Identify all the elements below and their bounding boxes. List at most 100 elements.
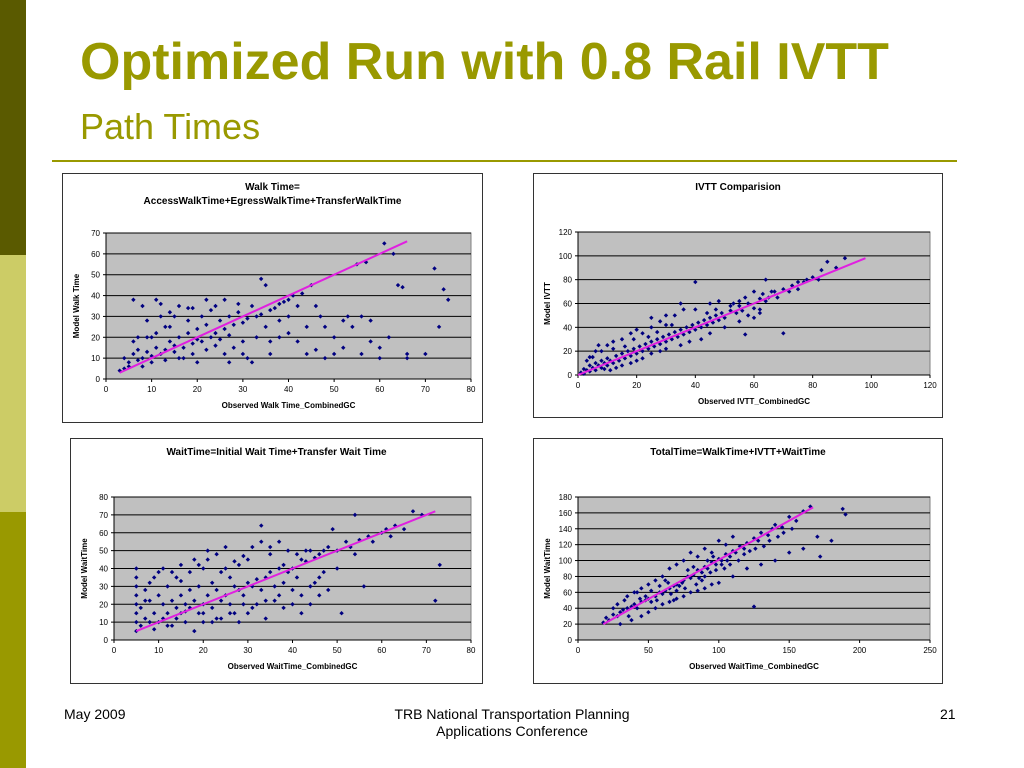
data-point bbox=[674, 588, 679, 593]
data-point bbox=[599, 348, 604, 354]
data-point bbox=[299, 593, 304, 598]
y-tick-label: 20 bbox=[99, 600, 108, 609]
data-point bbox=[151, 575, 157, 580]
data-point bbox=[126, 364, 132, 369]
data-point bbox=[140, 303, 145, 309]
data-point bbox=[829, 538, 834, 543]
data-point bbox=[707, 315, 713, 320]
data-point bbox=[634, 606, 640, 611]
y-tick-label: 50 bbox=[99, 547, 108, 556]
data-point bbox=[313, 347, 319, 352]
data-point bbox=[199, 339, 205, 344]
data-point bbox=[666, 332, 672, 337]
data-point bbox=[713, 313, 719, 318]
data-point bbox=[131, 297, 136, 302]
footer-conference-line2: Applications Conference bbox=[436, 723, 588, 739]
x-tick-label: 10 bbox=[154, 646, 163, 655]
data-point bbox=[192, 557, 197, 562]
data-point bbox=[299, 291, 305, 296]
x-tick-label: 120 bbox=[923, 381, 937, 390]
data-point bbox=[622, 344, 628, 349]
data-point bbox=[299, 557, 304, 562]
data-point bbox=[204, 347, 209, 352]
data-point bbox=[667, 566, 672, 571]
x-tick-label: 40 bbox=[288, 646, 297, 655]
y-tick-label: 120 bbox=[559, 228, 573, 237]
y-tick-label: 60 bbox=[563, 588, 572, 597]
y-tick-label: 60 bbox=[563, 300, 572, 309]
data-point bbox=[167, 339, 173, 344]
data-point bbox=[730, 534, 736, 539]
data-point bbox=[382, 241, 387, 246]
data-point bbox=[751, 315, 757, 320]
data-point bbox=[391, 251, 396, 257]
slide-title: Optimized Run with 0.8 Rail IVTT bbox=[80, 33, 889, 91]
data-point bbox=[599, 358, 604, 363]
data-point bbox=[377, 345, 382, 350]
data-point bbox=[843, 512, 848, 517]
x-tick-label: 150 bbox=[783, 646, 797, 655]
data-point bbox=[386, 335, 392, 340]
data-point bbox=[134, 575, 139, 580]
x-tick-label: 80 bbox=[467, 385, 476, 394]
data-point bbox=[640, 356, 645, 361]
data-point bbox=[126, 360, 132, 365]
data-point bbox=[631, 337, 636, 342]
data-point bbox=[156, 593, 161, 598]
data-point bbox=[308, 584, 313, 589]
data-point bbox=[272, 584, 277, 589]
data-point bbox=[192, 628, 197, 634]
data-point bbox=[160, 566, 166, 571]
x-tick-label: 200 bbox=[853, 646, 867, 655]
data-point bbox=[196, 584, 201, 589]
data-point bbox=[596, 343, 601, 348]
chart-walk-time: Walk Time= AccessWalkTime+EgressWalkTime+… bbox=[62, 173, 483, 423]
data-point bbox=[185, 305, 191, 311]
data-point bbox=[131, 339, 136, 344]
data-point bbox=[608, 368, 613, 373]
data-point bbox=[361, 584, 367, 589]
data-point bbox=[345, 314, 351, 319]
y-tick-label: 60 bbox=[91, 250, 100, 259]
data-point bbox=[445, 297, 451, 302]
data-point bbox=[226, 314, 232, 319]
data-point bbox=[640, 331, 645, 336]
data-point bbox=[285, 548, 291, 553]
data-point bbox=[423, 351, 428, 357]
y-tick-label: 10 bbox=[99, 618, 108, 627]
data-point bbox=[404, 351, 410, 357]
data-point bbox=[794, 518, 799, 524]
data-point bbox=[318, 314, 323, 319]
data-point bbox=[276, 539, 282, 544]
data-point bbox=[254, 602, 259, 607]
data-point bbox=[730, 574, 736, 579]
data-point bbox=[619, 337, 625, 342]
data-point bbox=[842, 256, 848, 261]
data-point bbox=[205, 548, 210, 553]
data-point bbox=[205, 593, 210, 598]
data-point bbox=[359, 351, 364, 357]
data-point bbox=[677, 583, 682, 589]
data-point bbox=[201, 619, 206, 625]
data-point bbox=[195, 360, 200, 365]
data-point bbox=[240, 320, 246, 325]
data-point bbox=[245, 557, 251, 562]
data-point bbox=[696, 575, 702, 581]
data-point bbox=[359, 314, 364, 319]
data-point bbox=[204, 322, 209, 327]
data-point bbox=[134, 584, 139, 589]
data-point bbox=[135, 335, 141, 340]
data-point bbox=[772, 289, 777, 294]
data-point bbox=[744, 566, 750, 571]
data-point bbox=[149, 360, 154, 365]
y-tick-label: 70 bbox=[91, 229, 100, 238]
data-point bbox=[688, 575, 693, 581]
data-point bbox=[304, 351, 309, 357]
y-axis-label: Model WaitTime bbox=[543, 538, 552, 599]
x-tick-label: 60 bbox=[377, 646, 386, 655]
data-point bbox=[268, 307, 273, 313]
data-point bbox=[268, 351, 273, 357]
data-point bbox=[249, 303, 255, 309]
y-tick-label: 140 bbox=[559, 525, 573, 534]
page-number: 21 bbox=[940, 706, 956, 722]
